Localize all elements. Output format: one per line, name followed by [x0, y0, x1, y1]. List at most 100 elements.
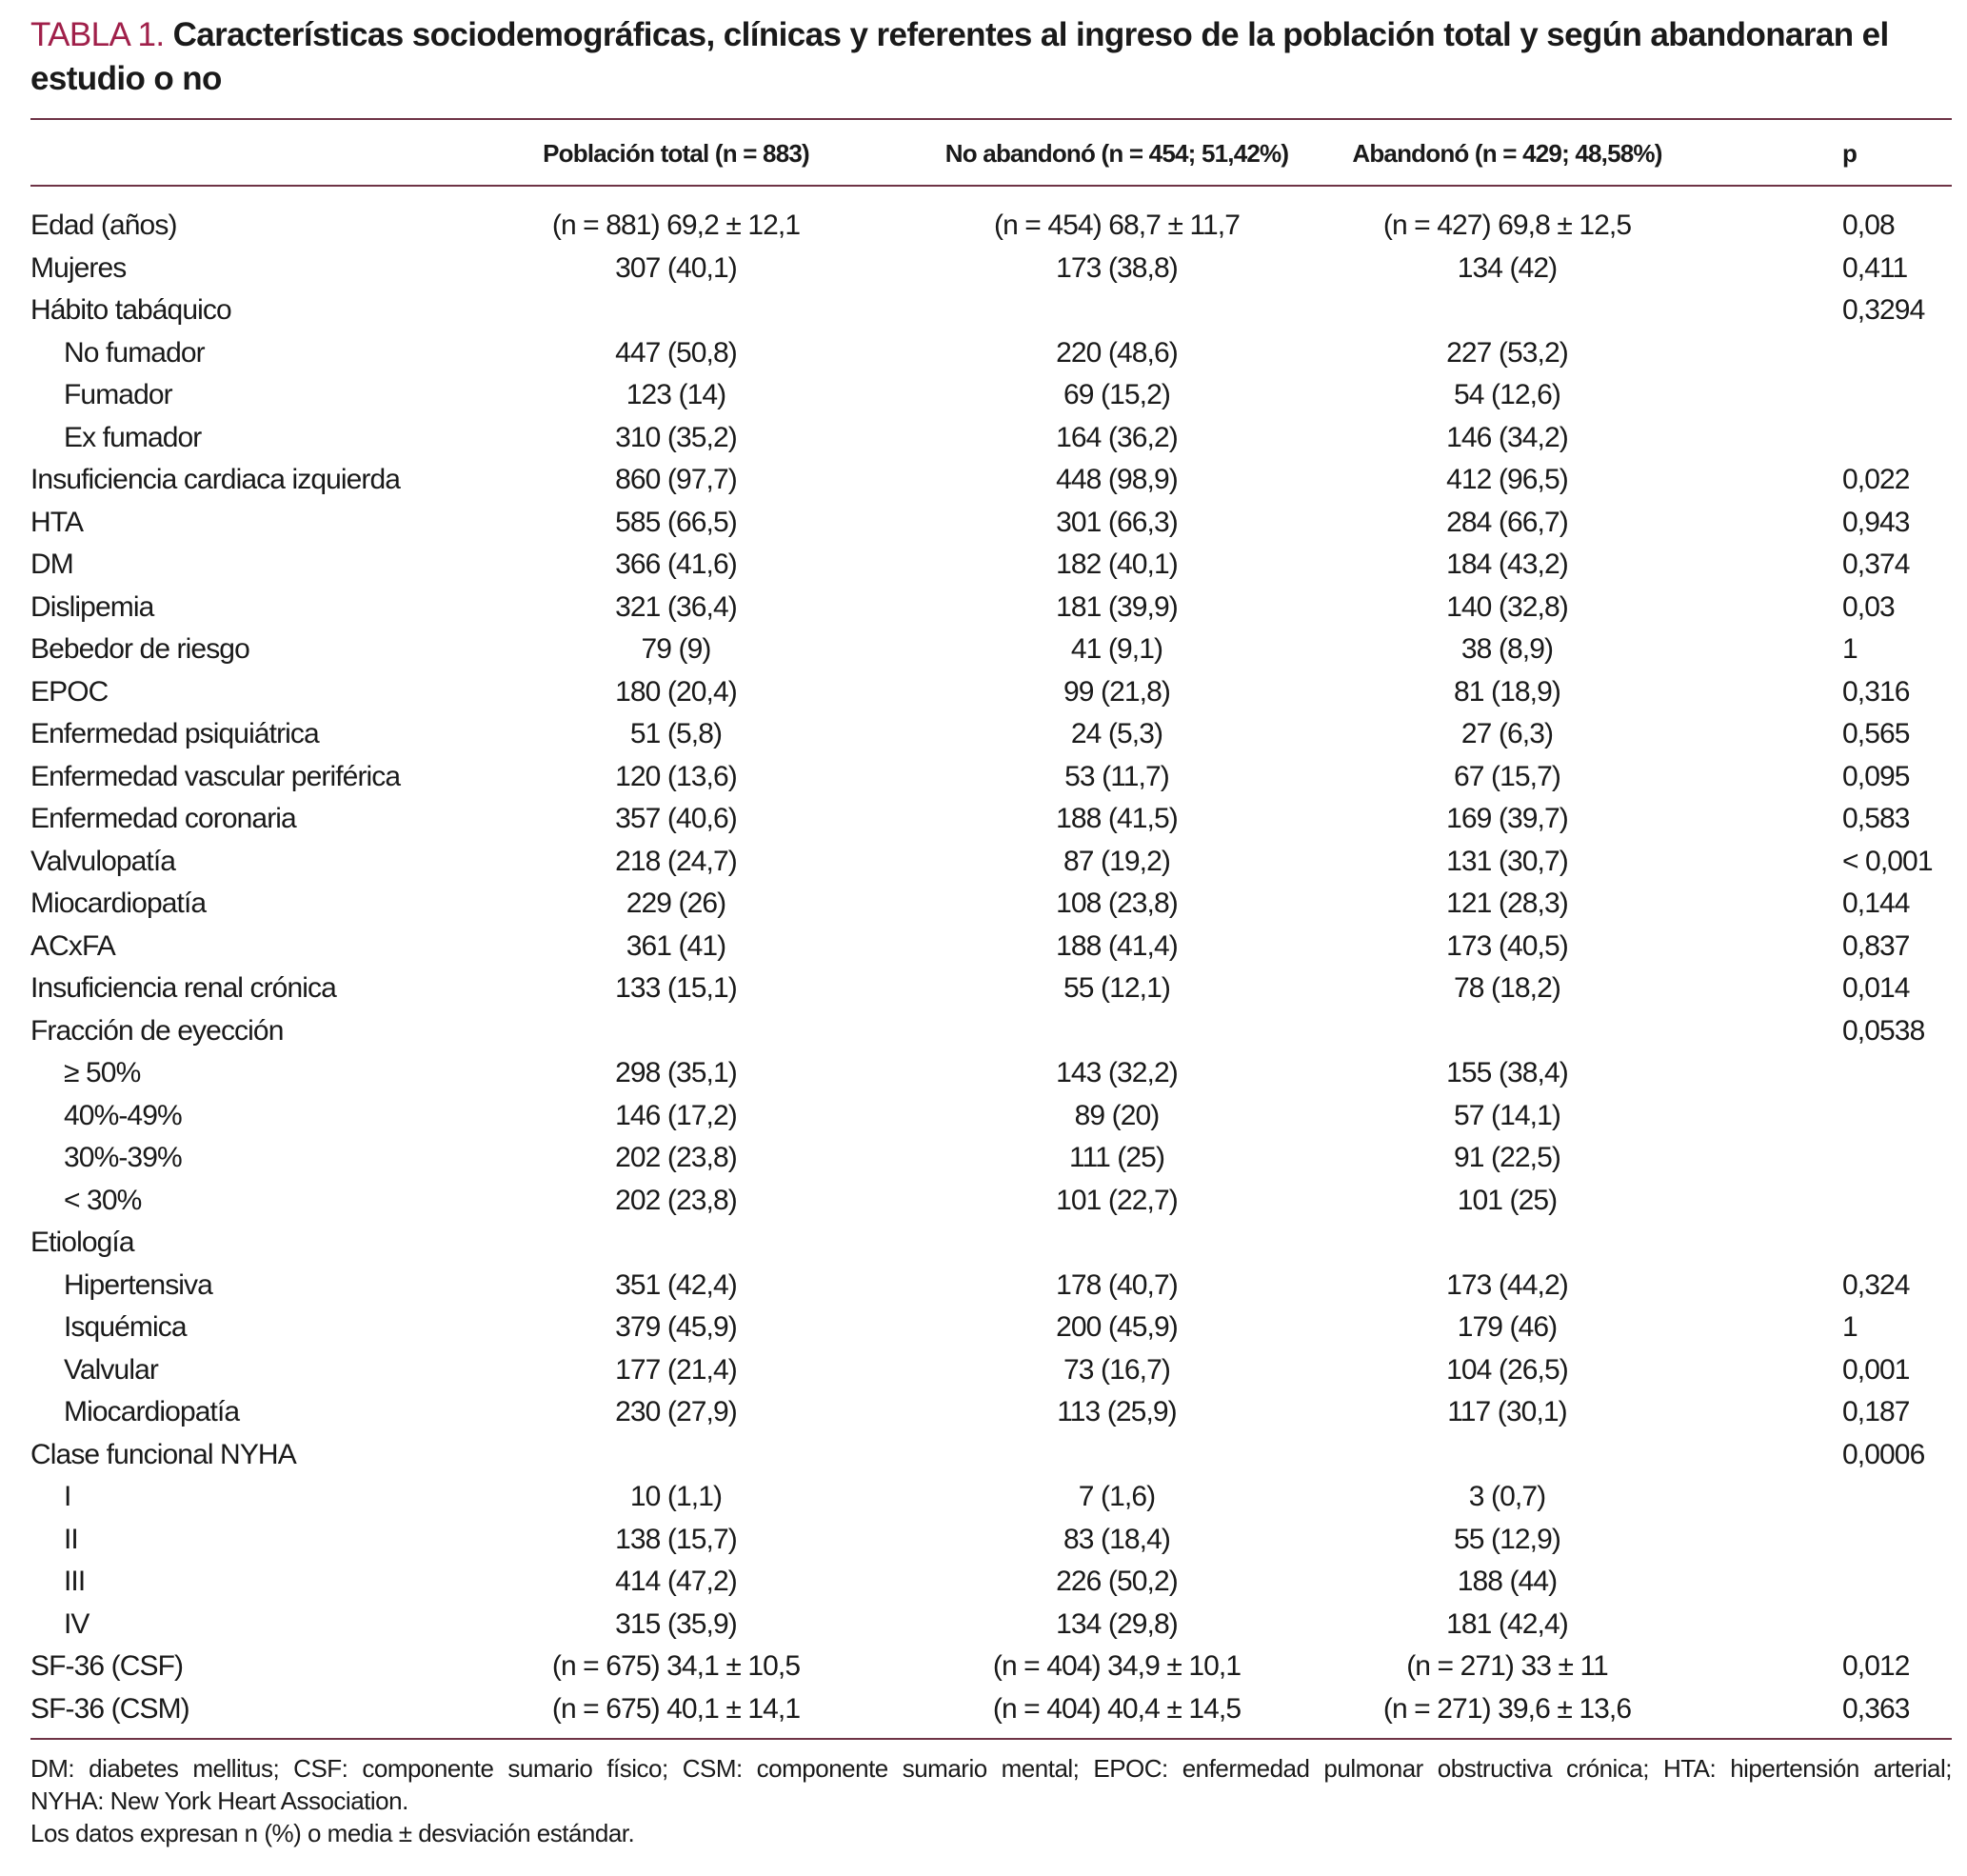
cell-abandono: 146 (34,2)	[1446, 421, 1569, 453]
table-row: Insuficiencia renal crónica 133 (15,1) 55 …	[30, 968, 1952, 1010]
table-row: Mujeres 307 (40,1) 173 (38,8) 134 (42) 0,411	[30, 248, 1952, 290]
table-row: Dislipemia 321 (36,4) 181 (39,9) 140 (32,8)…	[30, 587, 1952, 629]
cell-p-value	[1676, 1476, 1952, 1519]
table-row: IV 315 (35,9) 134 (29,8) 181 (42,4)	[30, 1604, 1952, 1646]
cell-no-abandono: 41 (9,1)	[1070, 633, 1163, 666]
cell-total: 310 (35,2)	[615, 421, 738, 453]
cell-abandono	[1339, 1222, 1676, 1265]
row-label: Isquémica	[64, 1311, 188, 1344]
table-row: No fumador 447 (50,8) 220 (48,6) 227 (53,2)	[30, 332, 1952, 375]
cell-abandono: 173 (40,5)	[1446, 929, 1569, 962]
cell-p-value: 0,095	[1842, 760, 1910, 792]
row-label: Hábito tabáquico	[30, 294, 232, 327]
cell-abandono: 91 (22,5)	[1454, 1142, 1561, 1174]
cell-total	[457, 1222, 895, 1265]
cell-total	[457, 1010, 895, 1053]
row-label: Miocardiopatía	[64, 1396, 240, 1428]
row-label: II	[64, 1523, 79, 1555]
data-table: Población total (n = 883) No abandonó (n…	[30, 121, 1952, 1730]
bottom-rule	[30, 1738, 1952, 1740]
cell-p-value: 0,943	[1842, 506, 1910, 538]
cell-abandono: 57 (14,1)	[1454, 1099, 1561, 1131]
cell-no-abandono: 73 (16,7)	[1063, 1353, 1171, 1386]
cell-abandono: 412 (96,5)	[1446, 464, 1569, 496]
cell-no-abandono: 178 (40,7)	[1056, 1268, 1179, 1301]
row-label: Insuficiencia renal crónica	[30, 972, 337, 1005]
table-number: TABLA 1.	[30, 16, 165, 53]
cell-p-value: 0,0006	[1842, 1438, 1925, 1470]
table-row: II 138 (15,7) 83 (18,4) 55 (12,9)	[30, 1519, 1952, 1562]
cell-p-value	[1676, 1137, 1952, 1180]
cell-p-value: 0,565	[1842, 718, 1910, 750]
cell-no-abandono	[895, 1222, 1339, 1265]
cell-p-value: 0,014	[1842, 972, 1910, 1005]
row-label: Edad (años)	[30, 210, 177, 242]
row-label: Miocardiopatía	[30, 888, 207, 920]
cell-p-value	[1676, 1519, 1952, 1562]
cell-total: 321 (36,4)	[615, 590, 738, 623]
table-row: 30%-39% 202 (23,8) 111 (25) 91 (22,5)	[30, 1137, 1952, 1180]
cell-no-abandono	[895, 1434, 1339, 1477]
cell-p-value: 0,001	[1842, 1353, 1910, 1386]
cell-abandono: 227 (53,2)	[1446, 336, 1569, 369]
row-label: Enfermedad psiquiátrica	[30, 718, 320, 750]
row-label: Ex fumador	[64, 421, 202, 453]
table-row: Isquémica 379 (45,9) 200 (45,9) 179 (46) 1	[30, 1307, 1952, 1349]
cell-p-value	[1676, 1561, 1952, 1604]
cell-p-value: < 0,001	[1842, 845, 1934, 877]
row-label: Etiología	[30, 1227, 135, 1259]
cell-no-abandono	[895, 289, 1339, 332]
cell-abandono: 67 (15,7)	[1454, 760, 1561, 792]
cell-abandono: 173 (44,2)	[1446, 1268, 1569, 1301]
cell-p-value: 0,374	[1842, 549, 1910, 581]
cell-no-abandono: 134 (29,8)	[1056, 1607, 1179, 1640]
table-row: Fracción de eyección 0,0538	[30, 1010, 1952, 1053]
cell-total: (n = 881) 69,2 ± 12,1	[551, 210, 801, 242]
cell-no-abandono: 164 (36,2)	[1056, 421, 1179, 453]
table-row: Enfermedad coronaria 357 (40,6) 188 (41,5)…	[30, 798, 1952, 841]
cell-no-abandono: 301 (66,3)	[1056, 506, 1179, 538]
table-row: Valvulopatía 218 (24,7) 87 (19,2) 131 (30,7…	[30, 841, 1952, 884]
cell-abandono: 284 (66,7)	[1446, 506, 1569, 538]
cell-no-abandono: 111 (25)	[1068, 1142, 1165, 1174]
cell-no-abandono: 188 (41,4)	[1056, 929, 1179, 962]
cell-total: 447 (50,8)	[615, 336, 738, 369]
table-row: DM 366 (41,6) 182 (40,1) 184 (43,2) 0,374	[30, 544, 1952, 587]
cell-total: 379 (45,9)	[615, 1311, 738, 1344]
cell-p-value: 0,022	[1842, 464, 1910, 496]
cell-abandono: (n = 271) 33 ± 11	[1406, 1650, 1608, 1683]
row-label: Fumador	[64, 379, 173, 411]
row-label: IV	[64, 1607, 89, 1640]
row-label: HTA	[30, 506, 84, 538]
cell-abandono	[1339, 1434, 1676, 1477]
row-label: ACxFA	[30, 929, 116, 962]
cell-abandono: 155 (38,4)	[1446, 1057, 1569, 1089]
cell-no-abandono: 200 (45,9)	[1056, 1311, 1179, 1344]
cell-p-value	[1676, 1180, 1952, 1223]
row-label: 40%-49%	[64, 1099, 183, 1131]
cell-no-abandono: 220 (48,6)	[1056, 336, 1179, 369]
cell-total: 202 (23,8)	[615, 1184, 738, 1216]
row-label: Fracción de eyección	[30, 1014, 284, 1047]
cell-abandono: 101 (25)	[1457, 1184, 1558, 1216]
cell-p-value	[1676, 1222, 1952, 1265]
cell-abandono: (n = 271) 39,6 ± 13,6	[1382, 1692, 1632, 1725]
table-row: Ex fumador 310 (35,2) 164 (36,2) 146 (34,2)	[30, 417, 1952, 460]
cell-total: 180 (20,4)	[615, 675, 738, 708]
cell-no-abandono: 188 (41,5)	[1056, 803, 1179, 835]
cell-abandono: 78 (18,2)	[1454, 972, 1561, 1005]
top-rule	[30, 118, 1952, 120]
cell-total: 229 (26)	[626, 888, 726, 920]
cell-total: 133 (15,1)	[615, 972, 738, 1005]
cell-abandono: 188 (44)	[1457, 1566, 1558, 1598]
table-row: EPOC 180 (20,4) 99 (21,8) 81 (18,9) 0,316	[30, 671, 1952, 714]
cell-no-abandono: 89 (20)	[1074, 1099, 1161, 1131]
cell-no-abandono: 226 (50,2)	[1056, 1566, 1179, 1598]
cell-no-abandono: (n = 454) 68,7 ± 11,7	[993, 210, 1241, 242]
table-row: Enfermedad psiquiátrica 51 (5,8) 24 (5,3) 2…	[30, 713, 1952, 756]
cell-abandono: 104 (26,5)	[1446, 1353, 1569, 1386]
cell-p-value: 0,411	[1842, 251, 1908, 284]
table-row: Etiología	[30, 1222, 1952, 1265]
cell-abandono: 3 (0,7)	[1468, 1481, 1546, 1513]
cell-no-abandono: 181 (39,9)	[1056, 590, 1179, 623]
